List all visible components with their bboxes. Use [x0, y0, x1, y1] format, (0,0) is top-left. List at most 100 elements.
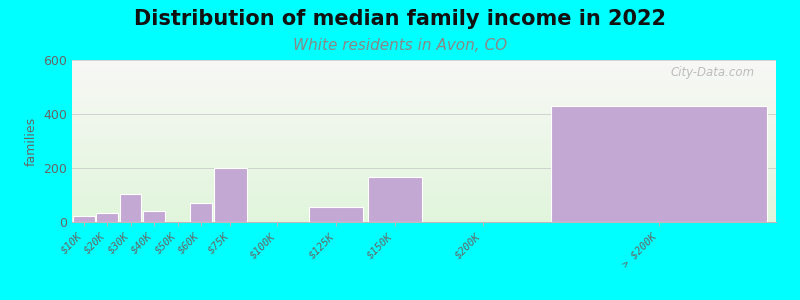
Bar — [72, 80, 776, 81]
Bar — [72, 112, 776, 113]
Bar — [72, 107, 776, 108]
Bar — [72, 85, 776, 86]
Bar — [72, 121, 776, 122]
Bar — [72, 153, 776, 154]
Bar — [72, 205, 776, 206]
Bar — [72, 182, 776, 183]
Bar — [72, 75, 776, 76]
Bar — [72, 93, 776, 94]
Bar — [72, 196, 776, 197]
Bar — [72, 73, 776, 74]
Bar — [72, 137, 776, 138]
Bar — [72, 127, 776, 128]
Bar — [72, 63, 776, 64]
Bar — [72, 87, 776, 88]
Bar — [72, 114, 776, 115]
Bar — [72, 88, 776, 89]
Bar — [72, 187, 776, 188]
Bar — [72, 178, 776, 179]
Bar — [73, 216, 94, 222]
Bar — [190, 203, 212, 222]
Bar — [72, 96, 776, 97]
Bar — [72, 86, 776, 87]
Bar — [72, 77, 776, 78]
Bar — [550, 106, 766, 222]
Bar — [72, 170, 776, 171]
Bar — [309, 207, 363, 222]
Bar — [72, 67, 776, 68]
Bar — [72, 68, 776, 69]
Bar — [72, 149, 776, 150]
Bar — [97, 212, 118, 222]
Bar — [72, 184, 776, 185]
Bar — [72, 117, 776, 118]
Bar — [72, 212, 776, 213]
Bar — [72, 166, 776, 167]
Bar — [72, 100, 776, 101]
Bar — [72, 141, 776, 142]
Bar — [143, 211, 165, 222]
Bar — [72, 191, 776, 192]
Bar — [72, 188, 776, 189]
Bar — [72, 172, 776, 173]
Bar — [72, 132, 776, 133]
Bar — [72, 64, 776, 65]
Bar — [72, 167, 776, 168]
Bar — [72, 128, 776, 129]
Bar — [72, 84, 776, 85]
Bar — [72, 110, 776, 111]
Bar — [72, 76, 776, 77]
Bar — [72, 103, 776, 104]
Bar — [72, 155, 776, 156]
Bar — [72, 195, 776, 196]
Bar — [72, 131, 776, 132]
Bar — [72, 164, 776, 165]
Bar — [72, 81, 776, 82]
Bar — [72, 145, 776, 146]
Bar — [72, 113, 776, 114]
Bar — [72, 108, 776, 109]
Bar — [72, 124, 776, 125]
Bar — [72, 168, 776, 169]
Bar — [72, 129, 776, 130]
Bar — [72, 213, 776, 214]
Bar — [72, 194, 776, 195]
Bar — [72, 215, 776, 216]
Bar — [72, 135, 776, 136]
Bar — [72, 214, 776, 215]
Bar — [72, 69, 776, 70]
Bar — [72, 99, 776, 100]
Bar — [72, 74, 776, 75]
Bar — [72, 151, 776, 152]
Bar — [72, 94, 776, 95]
Bar — [72, 176, 776, 177]
Bar — [72, 173, 776, 174]
Bar — [72, 202, 776, 203]
Bar — [72, 204, 776, 205]
Bar — [72, 161, 776, 162]
Bar — [72, 90, 776, 91]
Bar — [72, 83, 776, 84]
Bar — [72, 181, 776, 182]
Bar — [72, 126, 776, 127]
Bar — [72, 82, 776, 83]
Bar — [72, 198, 776, 199]
Bar — [72, 130, 776, 131]
Bar — [72, 201, 776, 202]
Bar — [72, 221, 776, 222]
Bar — [72, 220, 776, 221]
Bar — [72, 179, 776, 180]
Bar — [72, 150, 776, 151]
Bar — [72, 66, 776, 67]
Bar — [72, 206, 776, 207]
Bar — [72, 197, 776, 198]
Bar — [72, 180, 776, 181]
Bar — [72, 123, 776, 124]
Bar — [72, 78, 776, 79]
Bar — [72, 140, 776, 141]
Bar — [120, 194, 142, 222]
Bar — [72, 105, 776, 106]
Bar — [72, 62, 776, 63]
Bar — [72, 154, 776, 155]
Bar — [72, 144, 776, 145]
